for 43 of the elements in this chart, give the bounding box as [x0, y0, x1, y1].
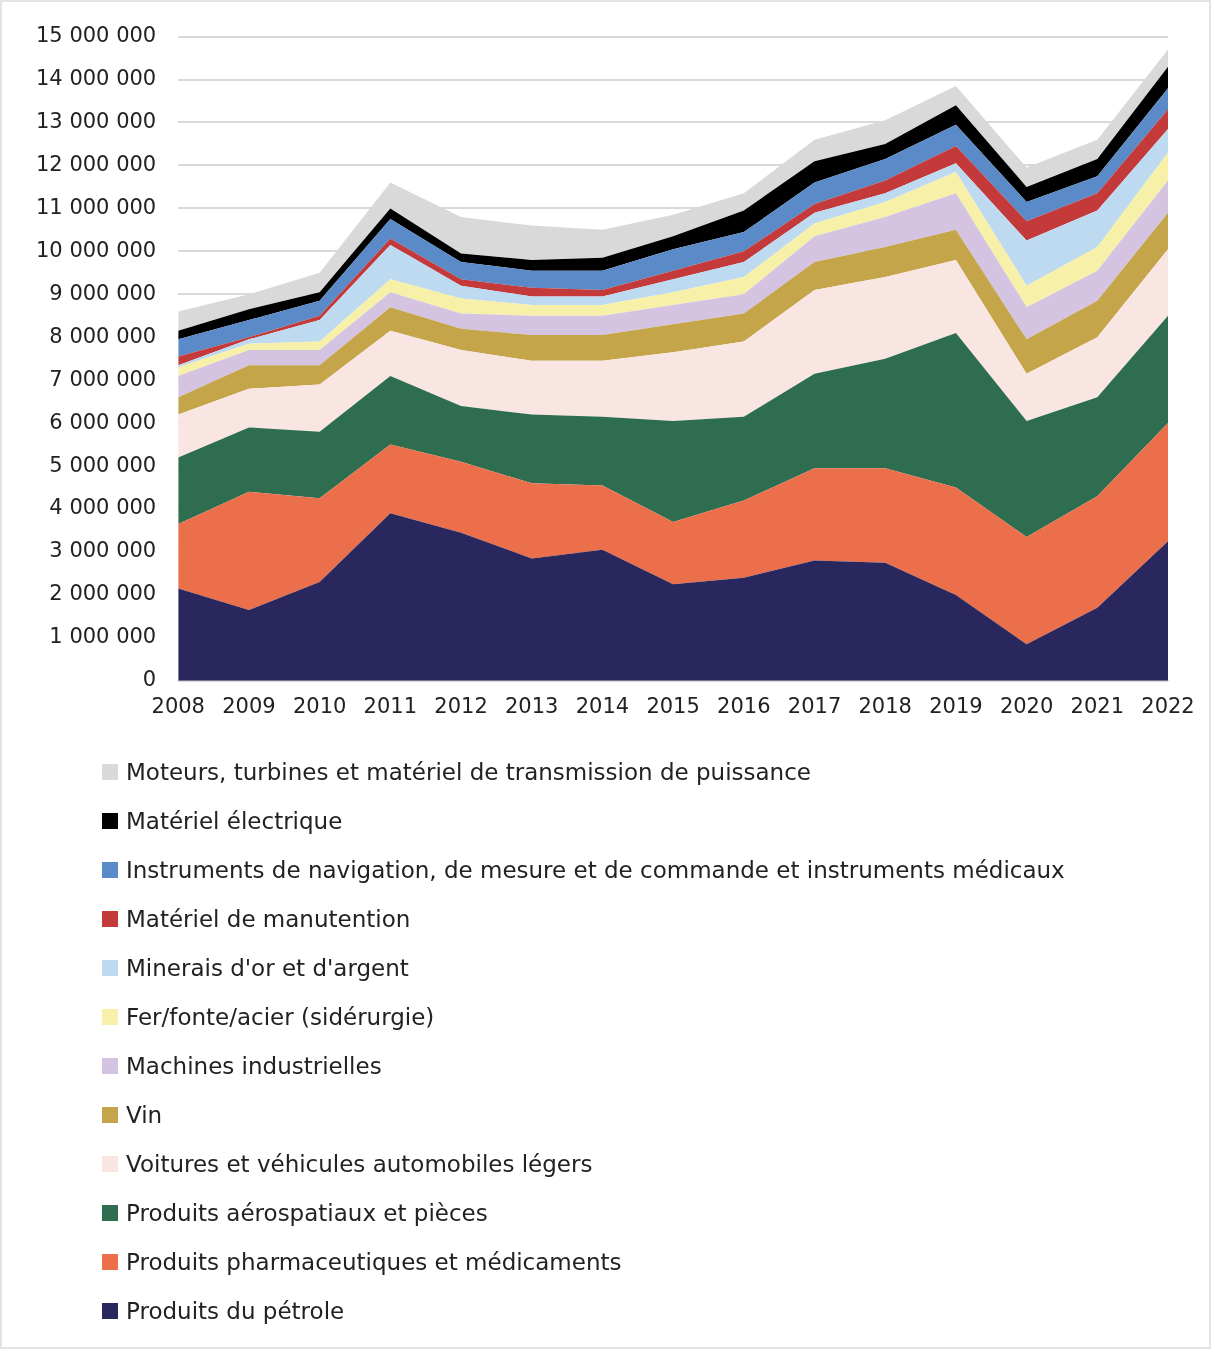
y-tick-label: 9 000 000 — [49, 280, 157, 305]
x-tick-label: 2014 — [575, 693, 630, 718]
y-tick-label: 0 — [142, 667, 157, 692]
legend-label: Machines industrielles — [126, 1052, 382, 1079]
y-tick-label: 12 000 000 — [35, 151, 157, 176]
y-tick-label: 2 000 000 — [49, 581, 157, 606]
y-tick-label: 14 000 000 — [35, 66, 157, 90]
legend-label: Fer/fonte/acier (sidérurgie) — [126, 1003, 435, 1030]
y-tick-label: 4 000 000 — [49, 495, 157, 520]
x-tick-label: 2012 — [434, 693, 488, 718]
y-tick-label: 10 000 000 — [35, 237, 157, 262]
x-tick-label: 2017 — [787, 693, 842, 718]
x-tick-label: 2009 — [222, 693, 276, 718]
x-tick-label: 2011 — [363, 693, 418, 718]
x-tick-label: 2010 — [292, 693, 347, 718]
x-tick-label: 2020 — [999, 693, 1054, 718]
legend-label: Produits aérospatiaux et pièces — [126, 1199, 488, 1226]
legend-label: Instruments de navigation, de mesure et de commande et instruments médicaux — [126, 856, 1065, 883]
y-tick-label: 15 000 000 — [35, 23, 157, 48]
x-tick-label: 2015 — [646, 693, 700, 718]
x-tick-label: 2013 — [505, 693, 559, 718]
y-tick-label: 11 000 000 — [35, 194, 157, 219]
legend-label: Moteurs, turbines et matériel de transmission de puissance — [126, 758, 811, 785]
y-tick-label: 1 000 000 — [49, 624, 157, 649]
y-tick-label: 6 000 000 — [49, 409, 157, 434]
x-tick-label: 2018 — [858, 693, 912, 718]
legend-label: Vin — [126, 1101, 163, 1128]
legend-label: Minerais d'or et d'argent — [126, 954, 409, 981]
legend-label: Produits du pétrole — [126, 1297, 345, 1324]
x-tick-label: 2021 — [1070, 693, 1125, 718]
legend-label: Matériel de manutention — [126, 905, 411, 932]
legend-label: Produits pharmaceutiques et médicaments — [126, 1248, 622, 1275]
y-tick-label: 13 000 000 — [35, 108, 157, 133]
y-tick-label: 5 000 000 — [49, 452, 157, 477]
x-tick-label: 2019 — [929, 693, 983, 718]
y-tick-label: 8 000 000 — [49, 323, 157, 348]
legend-label: Voitures et véhicules automobiles légers — [126, 1150, 593, 1177]
x-tick-label: 2016 — [717, 693, 771, 718]
legend-label: Matériel électrique — [126, 807, 343, 834]
y-tick-label: 3 000 000 — [49, 538, 157, 563]
x-tick-label: 2008 — [151, 693, 205, 718]
y-tick-label: 7 000 000 — [49, 366, 157, 391]
x-tick-label: 2022 — [1141, 693, 1195, 718]
